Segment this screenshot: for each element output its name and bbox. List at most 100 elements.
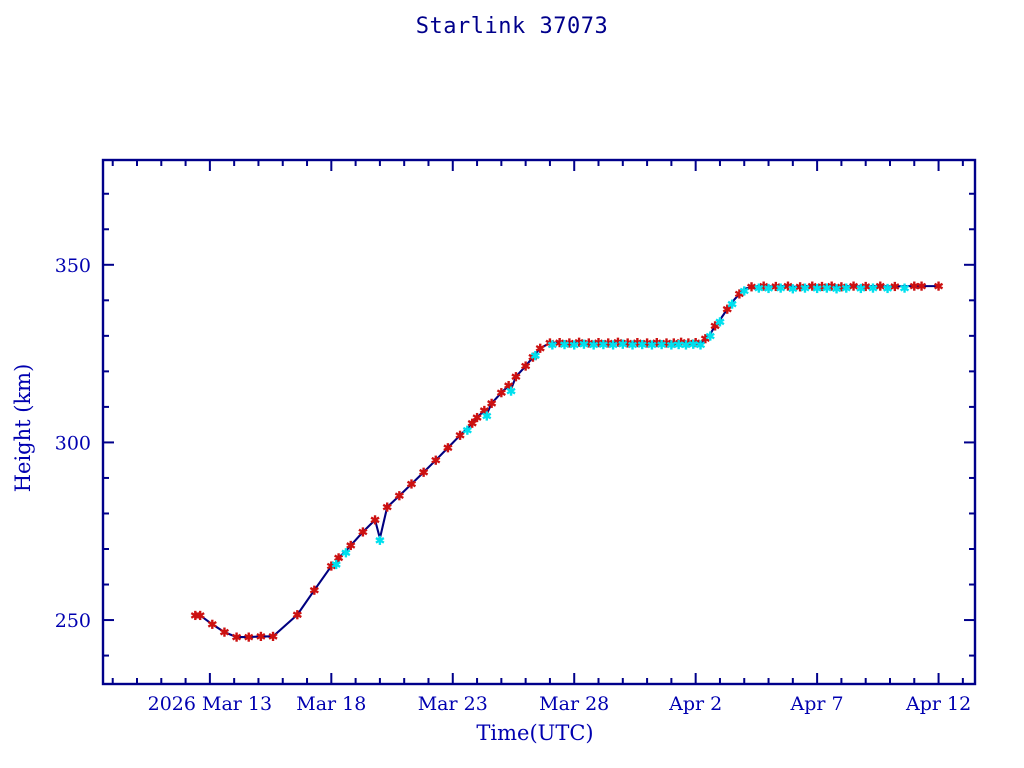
data-marker-height-red (256, 631, 266, 641)
data-marker-height-red (472, 412, 482, 423)
x-tick-label: Apr 12 (905, 693, 971, 715)
x-tick-label: Mar 23 (418, 693, 488, 715)
marker-stroke (419, 468, 429, 476)
chart-series (190, 281, 944, 642)
marker-stroke (933, 282, 944, 290)
marker-stroke (207, 620, 217, 628)
marker-stroke (722, 305, 732, 313)
data-marker-height-cyan (637, 340, 647, 350)
marker-stroke (579, 340, 589, 348)
marker-stroke (530, 352, 540, 359)
x-tick-label: Mar 28 (539, 693, 609, 715)
marker-stroke (700, 335, 710, 343)
plot-frame (101, 158, 977, 686)
data-marker-height-cyan (727, 299, 737, 309)
data-marker-height-red (909, 281, 919, 291)
data-marker-height-red (511, 372, 521, 382)
data-marker-height-red (419, 467, 429, 477)
marker-stroke (618, 340, 628, 348)
data-marker-height-cyan (812, 283, 822, 294)
data-marker-height-cyan (482, 411, 492, 421)
marker-stroke (608, 341, 618, 349)
marker-stroke (244, 633, 254, 641)
data-marker-height-cyan (705, 331, 715, 341)
data-marker-height-cyan (739, 286, 749, 296)
data-marker-height-cyan (598, 340, 608, 350)
data-marker-height-cyan (695, 340, 706, 350)
marker-stroke (776, 284, 786, 292)
marker-stroke (334, 554, 344, 562)
marker-stroke (909, 282, 919, 290)
data-marker-height-cyan (579, 339, 589, 349)
data-marker-height-red (207, 619, 217, 629)
marker-stroke (788, 285, 798, 293)
marker-stroke (861, 283, 871, 290)
marker-stroke (232, 633, 242, 641)
data-marker-height-cyan (341, 548, 351, 558)
marker-stroke (482, 412, 492, 420)
x-tick-label: 2026 Mar 13 (148, 693, 272, 715)
data-marker-height-red (848, 281, 859, 291)
data-marker-height-red (334, 553, 344, 563)
marker-stroke (848, 282, 859, 290)
data-marker-height-cyan (681, 340, 691, 350)
marker-stroke (547, 341, 557, 349)
marker-stroke (569, 341, 579, 349)
data-marker-height-cyan (547, 340, 557, 350)
marker-stroke (472, 414, 482, 421)
height-trend-line (194, 285, 940, 639)
data-marker-height-cyan (627, 340, 638, 350)
data-marker-height-red (487, 398, 497, 408)
marker-stroke (674, 341, 684, 348)
data-marker-height-cyan (657, 340, 667, 350)
data-marker-height-cyan (688, 339, 698, 349)
y-tick-label: 350 (55, 255, 91, 277)
data-marker-height-red (875, 281, 885, 291)
marker-stroke (462, 426, 472, 434)
marker-stroke (292, 611, 302, 619)
marker-stroke (715, 318, 725, 326)
x-tick-label: Apr 2 (668, 693, 722, 715)
marker-stroke (268, 633, 278, 640)
marker-stroke (256, 633, 266, 640)
data-marker-height-cyan (776, 283, 786, 293)
marker-stroke (455, 431, 465, 439)
marker-stroke (589, 341, 599, 349)
data-marker-height-cyan (841, 283, 851, 293)
data-marker-height-red (232, 632, 242, 642)
x-axis-title: Time(UTC) (476, 721, 593, 745)
marker-stroke (346, 542, 356, 549)
marker-stroke (882, 285, 893, 292)
marker-stroke (443, 444, 453, 452)
data-marker-height-red (382, 502, 392, 512)
data-marker-height-cyan (375, 535, 385, 545)
marker-stroke (382, 503, 392, 511)
marker-stroke (681, 341, 691, 349)
marker-stroke (875, 282, 885, 290)
marker-stroke (763, 285, 774, 292)
marker-stroke (358, 528, 368, 536)
data-marker-height-cyan (569, 340, 579, 350)
marker-stroke (916, 282, 927, 290)
marker-stroke (856, 285, 866, 292)
marker-stroke (521, 362, 531, 370)
marker-stroke (487, 400, 497, 407)
marker-stroke (331, 561, 341, 568)
data-marker-height-cyan (674, 340, 684, 350)
data-marker-height-red (195, 610, 205, 621)
marker-stroke (535, 344, 545, 352)
chart-axes (101, 158, 977, 686)
y-tick-label: 300 (55, 432, 91, 454)
marker-stroke (467, 419, 477, 427)
data-marker-height-red (496, 388, 506, 398)
marker-stroke (727, 300, 737, 308)
marker-stroke (739, 287, 749, 295)
data-marker-height-cyan (899, 283, 910, 293)
x-tick-label: Apr 7 (790, 693, 844, 715)
y-axis-title: Height (km) (11, 364, 35, 493)
data-marker-height-red (268, 631, 278, 641)
marker-stroke (831, 285, 842, 293)
marker-stroke (890, 283, 900, 290)
marker-stroke (326, 562, 336, 570)
data-marker-height-cyan (462, 425, 472, 435)
